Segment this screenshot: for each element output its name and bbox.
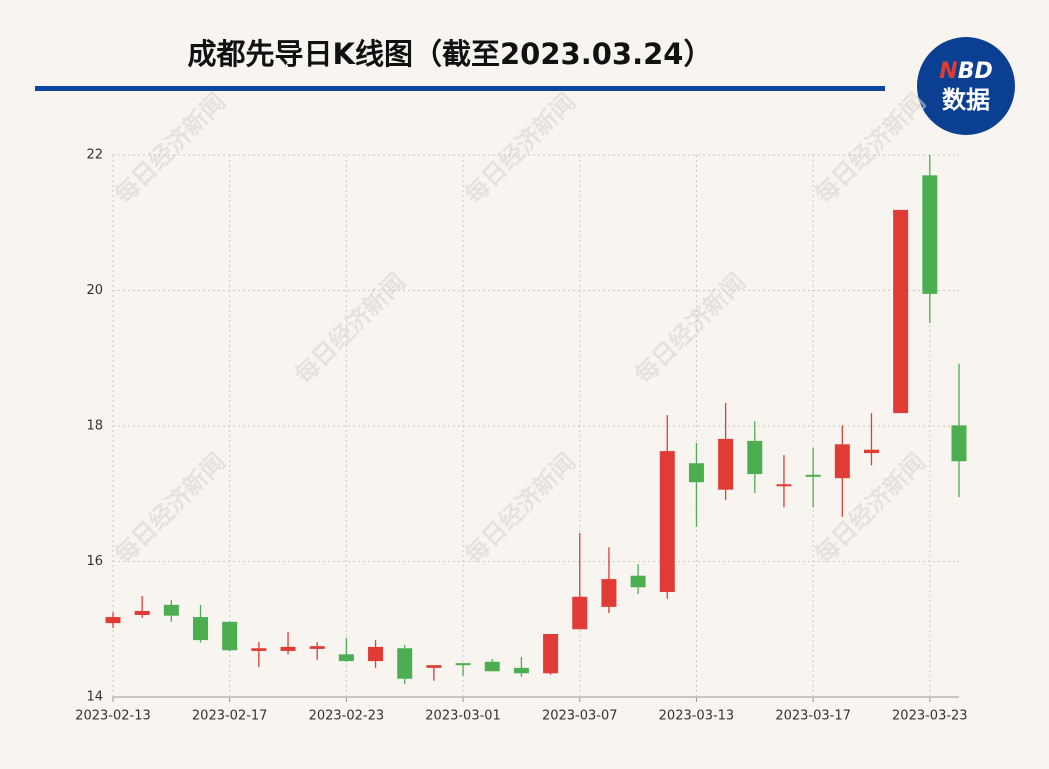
candle-body xyxy=(688,463,704,483)
candle-body xyxy=(893,209,909,414)
title-rule xyxy=(35,86,885,91)
chart-title: 成都先导日K线图（截至2023.03.24） xyxy=(188,37,713,71)
y-tick-label: 14 xyxy=(86,690,103,705)
x-tick-label: 2023-02-17 xyxy=(192,709,268,724)
candle-body xyxy=(834,444,850,479)
candle-body xyxy=(718,438,734,490)
candle-body xyxy=(572,596,588,630)
candle-body xyxy=(309,646,325,649)
candle-body xyxy=(163,604,179,616)
candle-body xyxy=(863,449,879,454)
y-tick-label: 16 xyxy=(86,554,103,569)
candle-body xyxy=(513,667,529,674)
logo-text: NBD xyxy=(939,59,992,84)
candle-body xyxy=(659,451,675,592)
candle-body xyxy=(426,665,442,668)
x-tick-label: 2023-03-17 xyxy=(775,709,851,724)
x-tick-label: 2023-02-23 xyxy=(309,709,385,724)
candle-body xyxy=(280,646,296,651)
logo-n: N xyxy=(939,59,957,84)
logo-bd: BD xyxy=(958,59,993,84)
candle-body xyxy=(543,633,559,674)
candle-body xyxy=(455,663,471,666)
candle-body xyxy=(368,646,384,662)
candle-body xyxy=(805,474,821,477)
x-tick-label: 2023-03-13 xyxy=(659,709,735,724)
x-tick-label: 2023-03-07 xyxy=(542,709,618,724)
y-tick-label: 22 xyxy=(86,148,103,163)
candle-body xyxy=(193,617,209,641)
candle-body xyxy=(951,425,967,462)
x-tick-label: 2023-03-01 xyxy=(425,709,501,724)
candle-body xyxy=(776,484,792,487)
candle-body xyxy=(134,610,150,616)
candle-body xyxy=(105,617,121,624)
candle-body xyxy=(601,579,617,607)
x-tick-label: 2023-02-13 xyxy=(75,709,151,724)
candle-body xyxy=(630,575,646,588)
candle-body xyxy=(251,648,267,651)
candle-body xyxy=(484,661,500,672)
y-tick-label: 20 xyxy=(86,283,103,298)
candle-body xyxy=(222,621,238,651)
logo-sub: 数据 xyxy=(942,86,990,114)
y-tick-label: 18 xyxy=(86,419,103,434)
candle-body xyxy=(747,440,763,475)
logo xyxy=(917,37,1015,135)
candle-body xyxy=(922,175,938,294)
candle-body xyxy=(397,648,413,679)
x-tick-label: 2023-03-23 xyxy=(892,709,968,724)
candle-body xyxy=(338,654,354,662)
